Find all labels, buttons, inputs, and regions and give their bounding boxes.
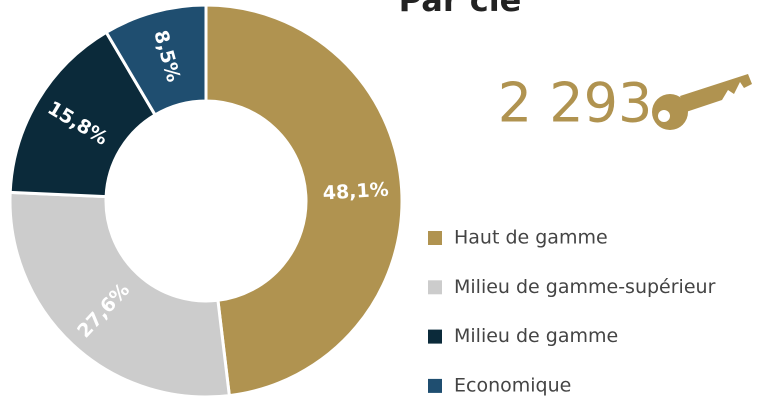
legend-label: Haut de gamme: [454, 227, 608, 249]
legend-swatch: [428, 280, 442, 295]
donut-slice: [204, 3, 404, 398]
chart-title: Par clé: [399, 0, 522, 19]
donut-slice: [104, 3, 208, 117]
legend-swatch: [428, 231, 442, 245]
legend-label: Milieu de gamme-supérieur: [454, 276, 716, 298]
donut-slice: [8, 190, 232, 399]
legend-swatch: [428, 378, 442, 393]
legend-swatch: [428, 329, 442, 344]
legend-label: Milieu de gamme: [454, 325, 618, 347]
donut-slice: [8, 30, 158, 199]
kpi-value: 2 293: [498, 72, 653, 135]
legend-label: Economique: [454, 374, 571, 396]
data-label: 48,1%: [322, 179, 389, 205]
key-icon: [652, 74, 752, 130]
